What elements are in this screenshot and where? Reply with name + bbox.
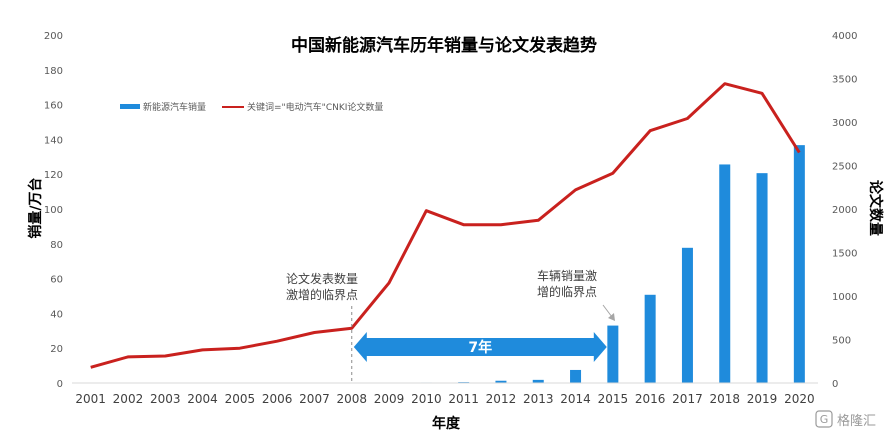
x-axis-label: 年度 <box>432 415 461 432</box>
x-tick-label: 2012 <box>486 392 517 406</box>
x-tick-label: 2017 <box>672 392 703 406</box>
x-tick-label: 2002 <box>113 392 144 406</box>
x-tick-label: 2010 <box>411 392 442 406</box>
x-tick-label: 2014 <box>560 392 591 406</box>
sales-bar <box>756 173 768 383</box>
watermark: 格隆汇 <box>837 413 876 429</box>
annotation-sales-pointer-head <box>608 313 615 321</box>
y2-tick-label: 2500 <box>832 162 857 173</box>
period-arrow-shape <box>353 332 607 362</box>
annotation-sales-threshold: 车辆销量激 增的临界点 <box>537 268 615 321</box>
y2-tick-label: 3000 <box>832 118 857 129</box>
y-tick-label: 100 <box>44 205 63 216</box>
annotation-paper-line-1: 论文发表数量 <box>286 271 358 286</box>
sales-bar <box>681 247 693 383</box>
y-tick-label: 80 <box>50 240 63 251</box>
x-tick-label: 2009 <box>374 392 405 406</box>
y2-tick-label: 0 <box>832 379 838 390</box>
x-tick-label: 2020 <box>784 392 815 406</box>
legend: 新能源汽车销量 关键词="电动汽车"CNKI论文数量 <box>120 101 383 113</box>
paper-count-line <box>90 82 801 369</box>
x-tick-label: 2011 <box>448 392 479 406</box>
x-axis-ticks: 2001 2002 2003 2004 2005 2006 2007 2008 2009 2010… <box>75 392 814 406</box>
y2-tick-label: 3500 <box>832 75 857 86</box>
plot-area: 7年 <box>72 82 818 384</box>
sales-bar <box>532 379 544 383</box>
x-tick-label: 2006 <box>262 392 293 406</box>
y-tick-label: 40 <box>50 309 63 320</box>
annotation-paper-threshold: 论文发表数量 激增的临界点 <box>286 271 358 383</box>
x-tick-label: 2015 <box>598 392 629 406</box>
x-tick-label: 2004 <box>187 392 218 406</box>
annotation-paper-line-2: 激增的临界点 <box>286 287 358 302</box>
x-tick-label: 2008 <box>336 392 367 406</box>
y-tick-label: 60 <box>50 275 63 286</box>
left-y-axis-ticks: 0 20 40 60 80 100 120 140 160 180 200 <box>44 31 63 390</box>
y-tick-label: 160 <box>44 101 63 112</box>
y2-tick-label: 500 <box>832 336 851 347</box>
sales-bar <box>719 164 731 383</box>
y2-tick-label: 2000 <box>832 205 857 216</box>
y2-tick-label: 4000 <box>832 31 857 42</box>
right-y-axis-label: 论文数量 <box>867 180 884 236</box>
legend-bar-swatch <box>120 104 140 109</box>
annotation-sales-line-1: 车辆销量激 <box>537 268 597 283</box>
watermark-logo-icon: G <box>815 410 833 428</box>
x-tick-label: 2001 <box>75 392 106 406</box>
x-tick-label: 2016 <box>635 392 666 406</box>
svg-text:G: G <box>820 413 829 426</box>
x-tick-label: 2013 <box>523 392 554 406</box>
y2-tick-label: 1000 <box>832 292 857 303</box>
period-arrow: 7年 <box>353 332 607 362</box>
left-y-axis-label: 销量/万台 <box>27 177 44 238</box>
legend-bar-label: 新能源汽车销量 <box>143 101 206 113</box>
sales-bar <box>644 294 656 383</box>
y-tick-label: 180 <box>44 66 63 77</box>
y-tick-label: 140 <box>44 135 63 146</box>
y-tick-label: 0 <box>57 379 63 390</box>
x-tick-label: 2019 <box>747 392 778 406</box>
annotation-sales-line-2: 增的临界点 <box>537 284 597 299</box>
sales-bar <box>607 325 619 383</box>
period-arrow-label: 7年 <box>468 339 492 356</box>
x-tick-label: 2007 <box>299 392 330 406</box>
x-tick-label: 2018 <box>709 392 740 406</box>
sales-bar <box>793 145 805 383</box>
x-tick-label: 2005 <box>225 392 256 406</box>
x-tick-label: 2003 <box>150 392 181 406</box>
right-y-axis-ticks: 0 500 1000 1500 2000 2500 3000 3500 4000 <box>832 31 857 390</box>
y-tick-label: 200 <box>44 31 63 42</box>
annotation-sales-pointer <box>602 304 613 318</box>
sales-bar <box>570 369 582 383</box>
legend-line-label: 关键词="电动汽车"CNKI论文数量 <box>247 101 383 113</box>
chart-title: 中国新能源汽车历年销量与论文发表趋势 <box>291 35 597 56</box>
sales-bar <box>495 380 507 383</box>
y-tick-label: 120 <box>44 170 63 181</box>
y2-tick-label: 1500 <box>832 249 857 260</box>
y-tick-label: 20 <box>50 344 63 355</box>
